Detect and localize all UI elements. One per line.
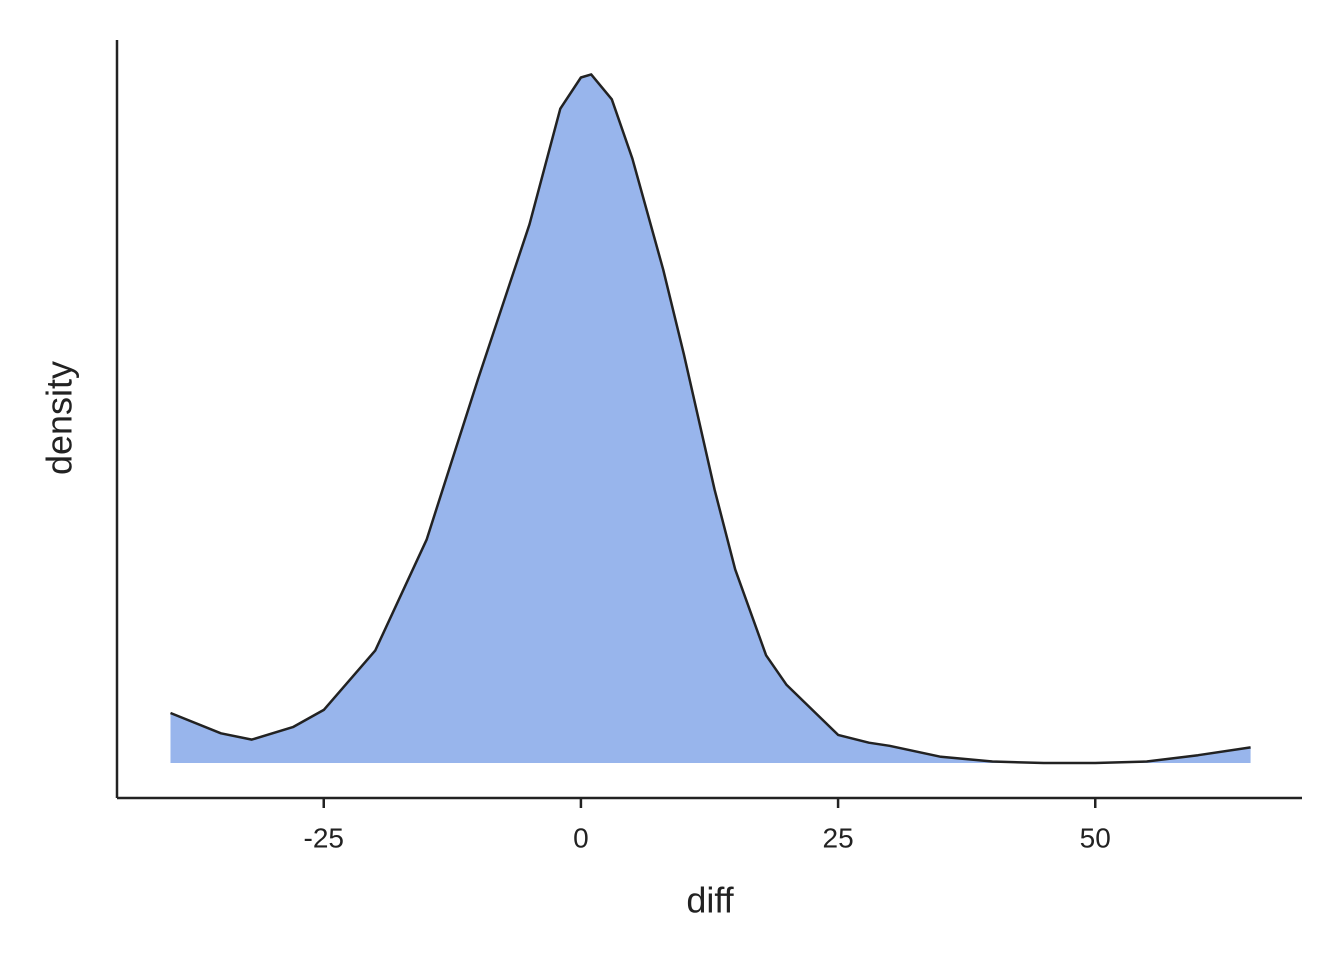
- x-tick-label: -25: [304, 822, 344, 853]
- x-tick-label: 50: [1080, 822, 1111, 853]
- y-axis-label: density: [39, 361, 80, 475]
- x-tick-label: 25: [823, 822, 854, 853]
- x-axis-label: diff: [686, 880, 734, 921]
- density-area: [170, 74, 1251, 764]
- density-line: [170, 73, 1251, 765]
- x-tick-label: 0: [573, 822, 589, 853]
